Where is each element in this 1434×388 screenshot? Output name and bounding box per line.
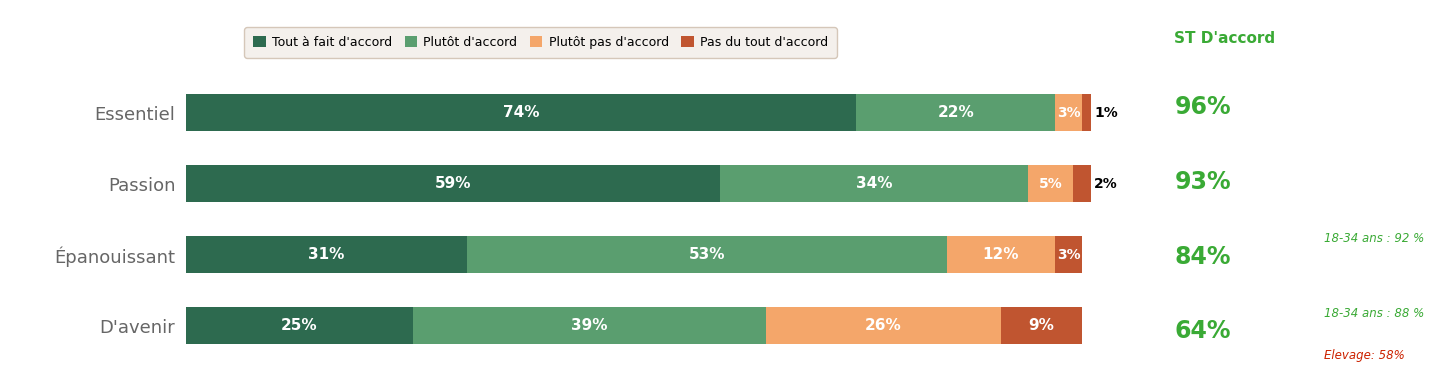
Text: 9%: 9% (1028, 319, 1054, 333)
Bar (720, 165, 1028, 202)
Text: 93%: 93% (1174, 170, 1230, 194)
Text: 34%: 34% (856, 176, 892, 191)
Text: 53%: 53% (688, 247, 726, 262)
Bar (1055, 94, 1083, 131)
Bar (186, 236, 467, 273)
Text: 59%: 59% (435, 176, 472, 191)
Bar (186, 94, 856, 131)
Bar (856, 94, 1055, 131)
Text: 12%: 12% (982, 247, 1020, 262)
Text: 31%: 31% (308, 247, 344, 262)
Bar (467, 236, 946, 273)
Text: 3%: 3% (1057, 106, 1081, 120)
Bar (1083, 94, 1091, 131)
Bar (186, 165, 720, 202)
Text: 25%: 25% (281, 319, 318, 333)
Bar (413, 307, 766, 345)
Text: 96%: 96% (1174, 95, 1230, 119)
Text: 84%: 84% (1174, 244, 1230, 268)
Bar (1055, 236, 1083, 273)
Text: 64%: 64% (1174, 319, 1230, 343)
Text: 1%: 1% (1094, 106, 1119, 120)
Bar (1073, 165, 1091, 202)
Bar (1028, 165, 1073, 202)
Text: 18-34 ans : 88 %: 18-34 ans : 88 % (1324, 307, 1424, 320)
Text: 2%: 2% (1094, 177, 1119, 191)
Text: ST D'accord: ST D'accord (1174, 31, 1276, 46)
Text: 3%: 3% (1057, 248, 1081, 262)
Bar (186, 307, 413, 345)
Bar (946, 236, 1055, 273)
Text: 74%: 74% (503, 105, 539, 120)
Bar (1001, 307, 1083, 345)
Bar (766, 307, 1001, 345)
Text: 5%: 5% (1038, 177, 1063, 191)
Text: 22%: 22% (938, 105, 974, 120)
Text: 18-34 ans : 92 %: 18-34 ans : 92 % (1324, 232, 1424, 245)
Text: 26%: 26% (865, 319, 902, 333)
Text: 39%: 39% (571, 319, 608, 333)
Text: Elevage: 58%: Elevage: 58% (1324, 349, 1404, 362)
Legend: Tout à fait d'accord, Plutôt d'accord, Plutôt pas d'accord, Pas du tout d'accord: Tout à fait d'accord, Plutôt d'accord, P… (244, 27, 837, 57)
